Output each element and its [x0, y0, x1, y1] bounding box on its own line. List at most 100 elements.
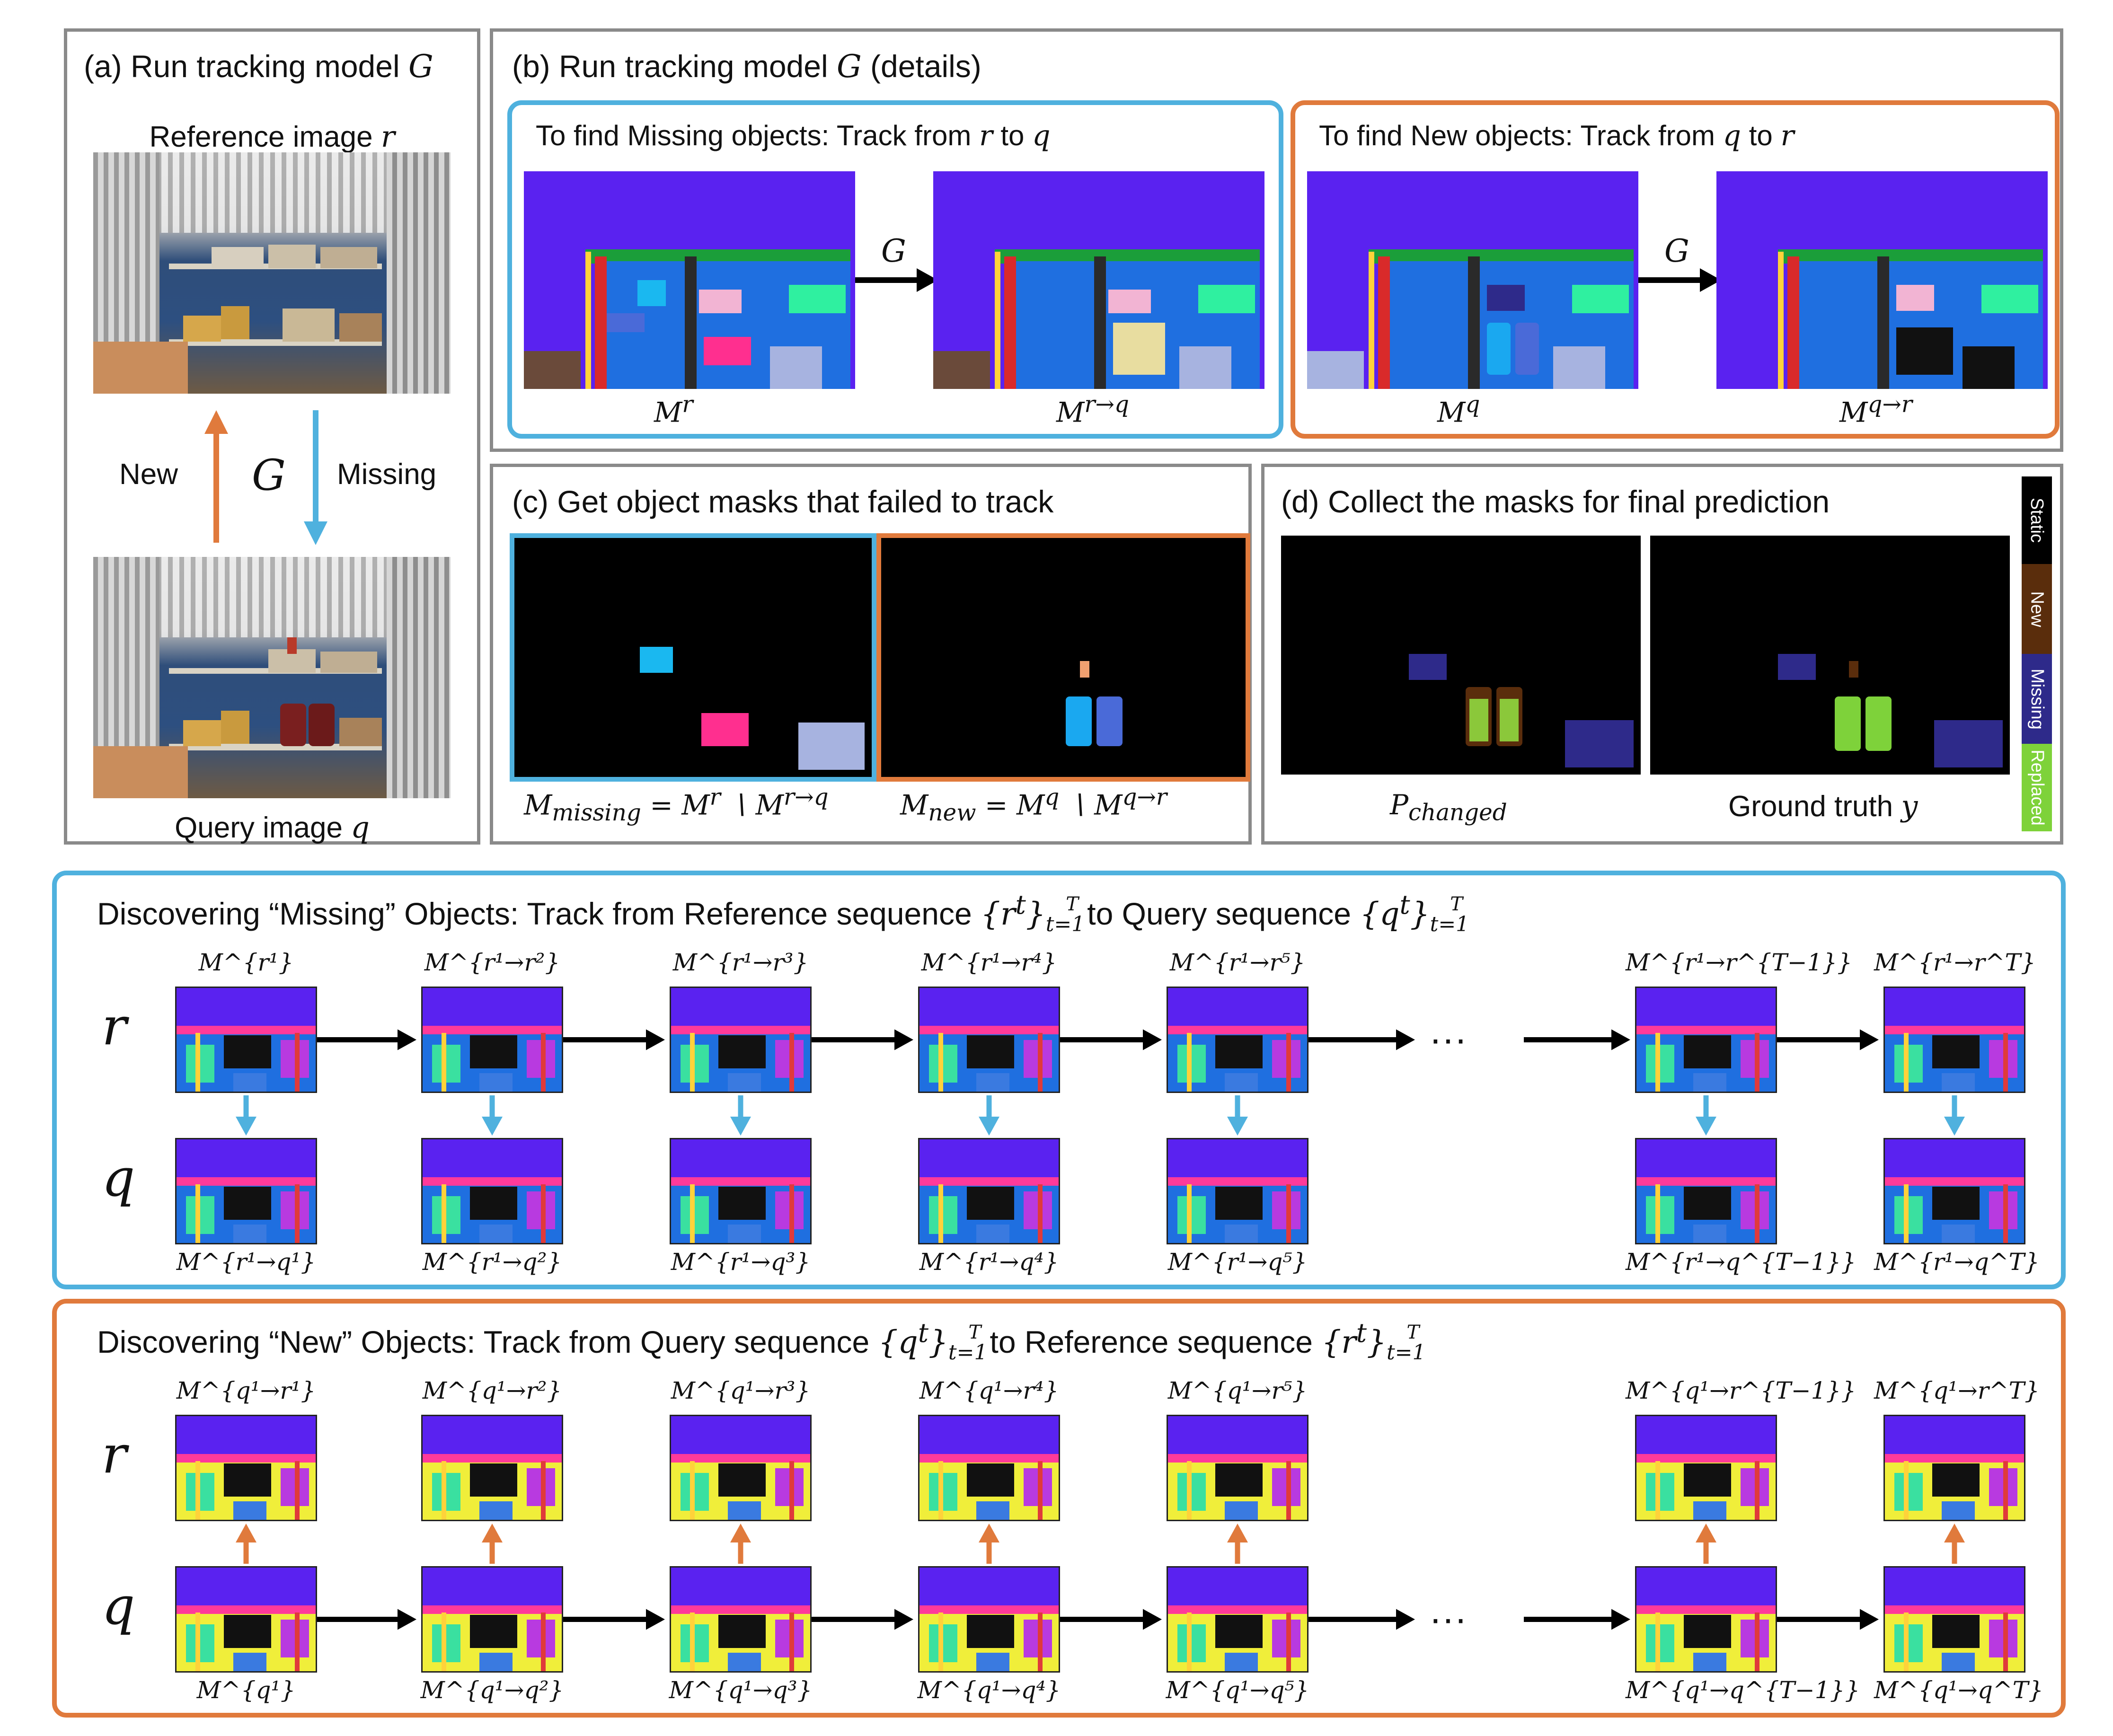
- new_section-bottom-caption: M^{q¹→q⁵}: [1166, 1676, 1309, 1704]
- formula-missing-rhs-sup: r: [709, 784, 721, 811]
- ground-truth-var: y: [1901, 789, 1918, 823]
- formula-new-rhs2-sup: q→r: [1122, 784, 1167, 811]
- panel-a: (a) Run tracking model G Reference image…: [64, 28, 480, 845]
- formula-new-base: M: [900, 789, 928, 821]
- new-row-q-label: q: [102, 1576, 135, 1636]
- missing_section-top-caption: M^{r¹→r^T}: [1874, 949, 2036, 976]
- missing-row-q-label: q: [102, 1147, 135, 1208]
- panel-a-title-text: (a) Run tracking model: [84, 49, 400, 84]
- missing-g-label: G: [881, 233, 906, 269]
- missing_section-bottom-caption: M^{r¹→q²}: [422, 1248, 562, 1276]
- formula-missing-base: M: [524, 789, 552, 821]
- new_section-bottom-caption: M^{q¹→q⁴}: [917, 1676, 1061, 1704]
- prediction-label-sub: changed: [1408, 799, 1507, 826]
- reference-var: r: [380, 119, 395, 154]
- missing_section-arrows: [236, 1029, 1965, 1136]
- new_section-top-thumb: [918, 1415, 1060, 1521]
- new_section-bottom-thumb: [175, 1566, 317, 1673]
- new_section-top-caption: M^{q¹→r¹}: [176, 1377, 316, 1404]
- new_section-top-thumb: [421, 1415, 563, 1521]
- missing_section-top-thumb: [918, 987, 1060, 1093]
- missing_section-top-caption: M^{r¹→r⁴}: [921, 949, 1057, 976]
- new-section-set1: {qt}t=1T: [878, 1318, 988, 1365]
- reference-image-label: Reference image r: [67, 119, 477, 154]
- new-to-word: to: [1749, 120, 1773, 151]
- legend-new: New: [2022, 564, 2052, 654]
- missing-row-r-label: r: [102, 996, 127, 1057]
- panel-a-title-var: G: [408, 48, 433, 85]
- missing_section-bottom-caption: M^{r¹→q⁴}: [919, 1248, 1059, 1276]
- new_section-arrows: [236, 1524, 1965, 1630]
- missing_section-bottom-thumb: [1167, 1138, 1308, 1244]
- missing_section-bottom-thumb: [175, 1138, 317, 1244]
- panel-b-title-text: (b) Run tracking model: [512, 49, 828, 84]
- caption-mq-sup: q: [1465, 391, 1480, 418]
- new-section-set2: {rt}t=1T: [1321, 1318, 1426, 1365]
- segmentation-mqr: [1716, 171, 2048, 389]
- missing-arrow-label: Missing: [337, 458, 437, 491]
- formula-missing-rhs: = M: [650, 789, 710, 821]
- new_section-top-thumb: [1883, 1415, 2025, 1521]
- missing_section-top-thumb: [421, 987, 563, 1093]
- caption-mq-base: M: [1437, 396, 1466, 429]
- legend-missing: Missing: [2022, 654, 2052, 744]
- missing-mask: [510, 533, 876, 782]
- formula-new-sub: new: [928, 799, 976, 826]
- segmentation-mrq: [933, 171, 1264, 389]
- new_section-top-caption: M^{q¹→r⁴}: [919, 1377, 1059, 1404]
- caption-mr-sup: r: [682, 391, 693, 418]
- missing-title-text: To find Missing objects: Track from: [536, 120, 972, 151]
- new-set1-text: {q: [878, 1324, 918, 1360]
- missing_section-top-thumb: [1635, 987, 1777, 1093]
- prediction-mask: [1281, 536, 1641, 775]
- ground-truth-text: Ground truth: [1728, 790, 1893, 823]
- new-ellipsis: ···: [1429, 1597, 1467, 1639]
- new-section: Discovering “New” Objects: Track from Qu…: [52, 1299, 2066, 1718]
- new_section-top-caption: M^{q¹→r^{T−1}}: [1626, 1377, 1857, 1404]
- ground-truth-label: Ground truth y: [1728, 789, 1918, 823]
- new_section-top-caption: M^{q¹→r²}: [422, 1377, 562, 1404]
- new_section-bottom-thumb: [1883, 1566, 2025, 1673]
- missing_section-top-caption: M^{r¹→r²}: [424, 949, 560, 976]
- prediction-label: Pchanged: [1390, 789, 1507, 826]
- query-var: q: [351, 810, 370, 845]
- new_section-bottom-thumb: [1635, 1566, 1777, 1673]
- missing_section-top-thumb: [670, 987, 812, 1093]
- new_section-bottom-caption: M^{q¹→q²}: [420, 1676, 564, 1704]
- missing_section-bottom-thumb: [918, 1138, 1060, 1244]
- new_section-top-thumb: [1167, 1415, 1308, 1521]
- caption-mqr-sup: q→r: [1867, 391, 1912, 418]
- panel-d: (d) Collect the masks for final predicti…: [1261, 464, 2063, 845]
- missing_section-bottom-caption: M^{r¹→q³}: [671, 1248, 811, 1276]
- missing_section-bottom-thumb: [1883, 1138, 2025, 1244]
- caption-mqr-base: M: [1839, 396, 1868, 429]
- panel-a-arrows: [204, 410, 327, 545]
- reference-label-text: Reference image: [149, 121, 373, 153]
- new-objects-box: To find New objects: Track from q to r G: [1291, 100, 2060, 439]
- new_section-top-thumb: [670, 1415, 812, 1521]
- new_section-bottom-caption: M^{q¹→q^{T−1}}: [1626, 1676, 1860, 1704]
- caption-mr: Mr: [654, 391, 693, 428]
- query-image: [93, 557, 451, 798]
- missing-section: Discovering “Missing” Objects: Track fro…: [52, 871, 2066, 1289]
- panel-d-title: (d) Collect the masks for final predicti…: [1281, 484, 1830, 519]
- new-to-var: r: [1780, 119, 1795, 152]
- query-image-label: Query image q: [67, 810, 477, 845]
- query-label-text: Query image: [175, 811, 343, 844]
- caption-mr-base: M: [654, 396, 682, 429]
- new-section-title: Discovering “New” Objects: Track from Qu…: [97, 1318, 1426, 1365]
- missing-from-var: r: [979, 119, 993, 152]
- missing-section-set2: {qt}t=1T: [1360, 890, 1469, 936]
- panel-c-title: (c) Get object masks that failed to trac…: [512, 484, 1054, 519]
- new_section-bottom-caption: M^{q¹→q³}: [669, 1676, 813, 1704]
- new_section-top-thumb: [1635, 1415, 1777, 1521]
- missing-objects-title: To find Missing objects: Track from r to…: [536, 119, 1050, 152]
- new-arrow-label: New: [119, 458, 178, 491]
- legend-static: Static: [2022, 476, 2052, 564]
- new_section-top-caption: M^{q¹→r^T}: [1874, 1377, 2040, 1404]
- panel-b-title-suffix: (details): [870, 49, 981, 84]
- new-section-title-pre: Discovering “New” Objects: Track from Qu…: [97, 1324, 870, 1359]
- missing_section-top-caption: M^{r¹}: [198, 949, 294, 976]
- missing_section-top-thumb: [1167, 987, 1308, 1093]
- panel-b-title-var: G: [836, 48, 862, 85]
